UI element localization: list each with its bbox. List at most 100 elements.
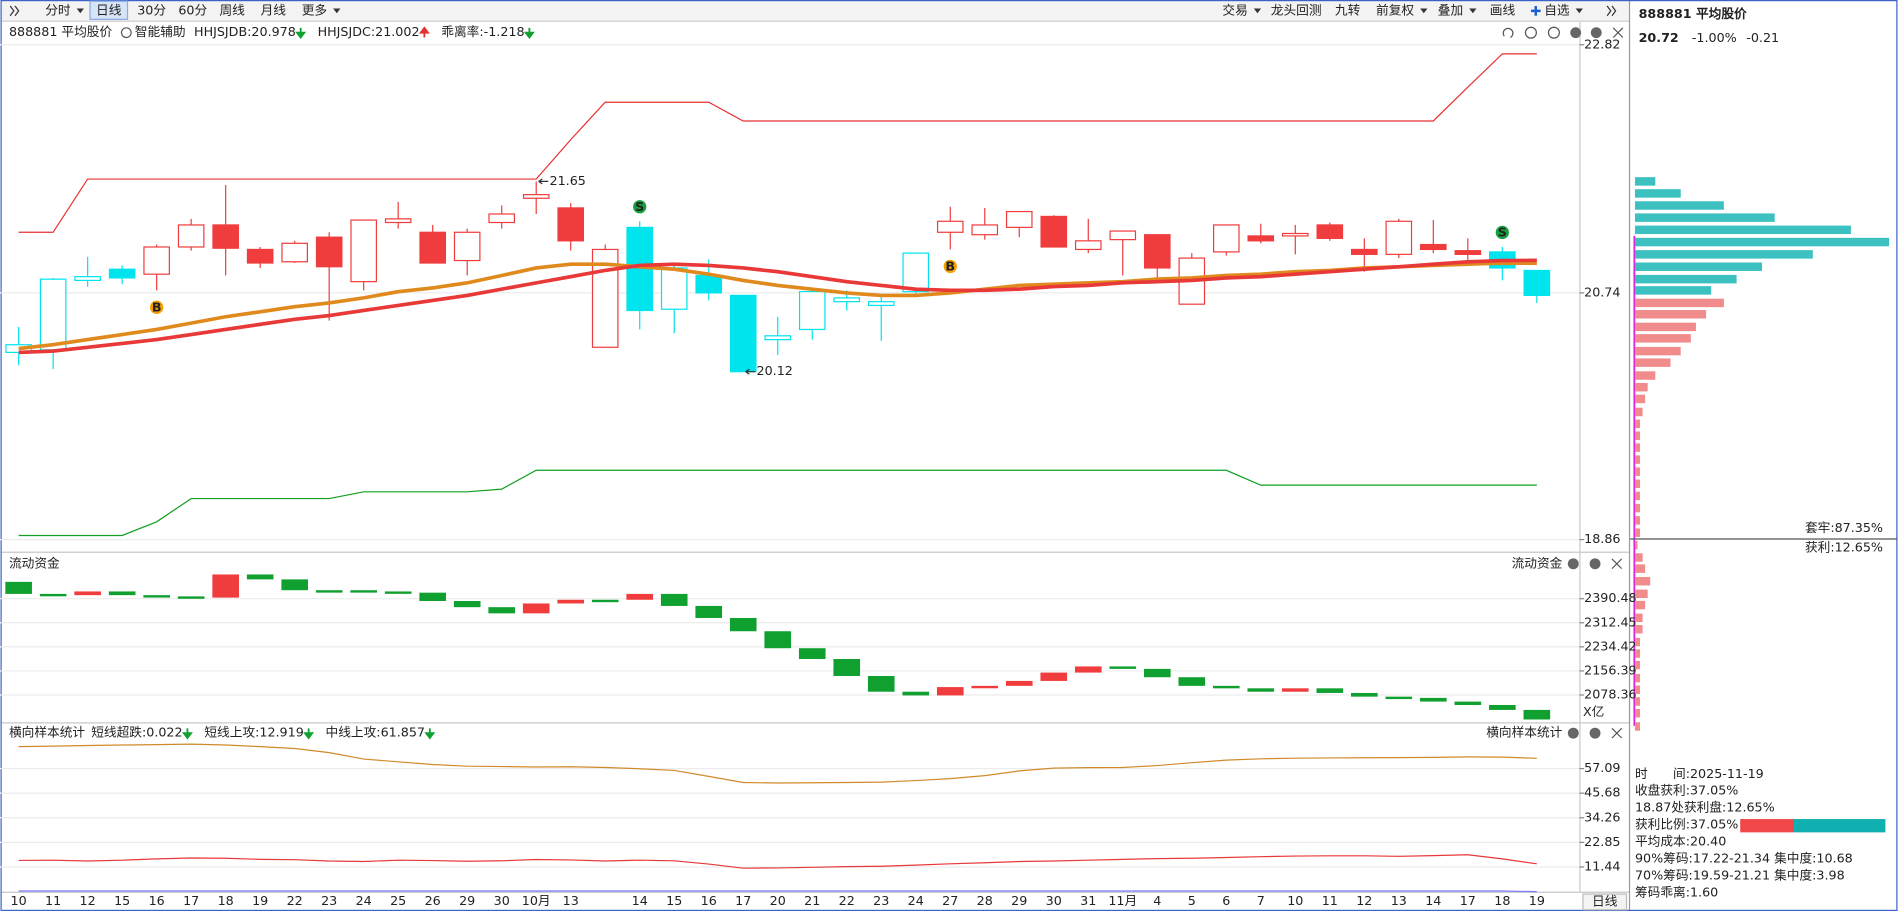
close-icon[interactable] bbox=[1611, 558, 1623, 570]
close-icon[interactable] bbox=[1611, 727, 1623, 739]
chip-bar bbox=[1634, 697, 1641, 706]
flow-box bbox=[108, 591, 136, 596]
pane-title: 流动资金 bbox=[9, 555, 60, 570]
refresh-icon[interactable] bbox=[1502, 27, 1514, 39]
legend-entry: 短线上攻:12.919 bbox=[204, 725, 303, 740]
candle-body bbox=[833, 297, 861, 303]
x-tick-label: 17 bbox=[1460, 893, 1476, 908]
axis-unit: X亿 bbox=[1583, 704, 1604, 719]
candle-body bbox=[522, 194, 550, 199]
chip-bar bbox=[1634, 516, 1641, 525]
active-tab bbox=[89, 0, 129, 20]
flow-box bbox=[1143, 668, 1171, 678]
toolbar-button[interactable]: 更多 bbox=[302, 2, 327, 17]
chip-stat: 70%筹码:19.59-21.21 集中度:3.98 bbox=[1635, 867, 1845, 882]
trend-arrow bbox=[181, 728, 193, 740]
x-tick-label: 7 bbox=[1257, 893, 1265, 908]
y-tick-label: 22.82 bbox=[1584, 36, 1620, 51]
candle-body bbox=[315, 236, 343, 268]
chip-bar bbox=[1634, 613, 1643, 623]
x-tick-label: 25 bbox=[390, 893, 406, 908]
flow-box bbox=[660, 593, 688, 606]
chip-bar bbox=[1634, 479, 1641, 488]
change-pct: -1.00% bbox=[1692, 30, 1737, 45]
x-tick-label: 10 bbox=[11, 893, 27, 908]
x-tick-label: 24 bbox=[356, 893, 372, 908]
chip-bar bbox=[1634, 660, 1641, 670]
toolbar-button[interactable]: 自选 bbox=[1544, 2, 1570, 17]
sample-line bbox=[18, 890, 1537, 893]
toolbar-button[interactable]: 叠加 bbox=[1438, 2, 1463, 17]
y-tick-label: 2234.42 bbox=[1584, 638, 1636, 653]
toolbar-button[interactable]: 日线 bbox=[96, 2, 122, 17]
candle-body bbox=[246, 248, 274, 264]
dropdown-arrow bbox=[1253, 8, 1262, 14]
chip-bar bbox=[1634, 394, 1646, 404]
toolbar-button[interactable]: 30分 bbox=[137, 2, 166, 17]
toolbar-button[interactable]: 九转 bbox=[1335, 2, 1361, 17]
pane-title: 横向样本统计 bbox=[1486, 725, 1562, 740]
toolbar-button[interactable]: 月线 bbox=[261, 2, 287, 17]
assist-icon[interactable] bbox=[120, 27, 132, 39]
legend-entry: 中线上攻:61.857 bbox=[326, 725, 425, 740]
x-tick-label: 22 bbox=[839, 893, 855, 908]
candle-body bbox=[350, 219, 377, 283]
toolbar-button[interactable]: 龙头回测 bbox=[1271, 2, 1322, 17]
help-icon[interactable] bbox=[1589, 558, 1601, 570]
sample-line bbox=[18, 743, 1537, 784]
candle-body bbox=[1523, 269, 1551, 296]
period-label[interactable]: 日线 bbox=[1592, 893, 1618, 908]
flow-box bbox=[902, 691, 930, 696]
chip-bar bbox=[1634, 589, 1648, 599]
assist-toggle[interactable]: 智能辅助 bbox=[135, 24, 186, 39]
y-tick-label: 22.85 bbox=[1584, 834, 1620, 849]
flow-box bbox=[1523, 709, 1551, 720]
flow-box bbox=[246, 574, 274, 580]
toolbar-button[interactable]: 周线 bbox=[219, 2, 245, 17]
y-tick-label: 2390.48 bbox=[1584, 590, 1636, 605]
help-icon[interactable] bbox=[1590, 27, 1602, 39]
chip-bar bbox=[1634, 189, 1681, 198]
close-icon[interactable] bbox=[1612, 27, 1624, 38]
flow-box bbox=[1005, 680, 1033, 686]
toolbar-button[interactable]: 前复权 bbox=[1376, 2, 1414, 17]
signal-label: B bbox=[152, 299, 162, 314]
trend-arrow bbox=[295, 27, 307, 40]
zoom-in-icon[interactable] bbox=[1524, 26, 1537, 39]
chip-bar bbox=[1634, 346, 1681, 356]
last-price: 20.72 bbox=[1639, 30, 1679, 45]
flow-box bbox=[419, 592, 447, 602]
x-tick-label: 23 bbox=[873, 893, 889, 908]
toolbar-button[interactable]: 画线 bbox=[1490, 2, 1516, 17]
settings-icon[interactable] bbox=[1570, 27, 1582, 39]
flow-box bbox=[798, 648, 826, 660]
toolbar-button[interactable]: 分时 bbox=[45, 2, 71, 17]
candle-body bbox=[1316, 224, 1344, 239]
collapse-icon[interactable] bbox=[9, 5, 20, 17]
zoom-out-icon[interactable] bbox=[1547, 26, 1560, 39]
change: -0.21 bbox=[1746, 30, 1779, 45]
chip-bar bbox=[1634, 708, 1641, 718]
candle-body bbox=[557, 207, 585, 242]
expand-icon[interactable] bbox=[1606, 5, 1617, 17]
profit-bar bbox=[1740, 819, 1795, 833]
chip-bar bbox=[1634, 649, 1641, 658]
flow-box bbox=[1212, 685, 1240, 689]
x-tick-label: 29 bbox=[459, 893, 475, 908]
chip-stat: 筹码乖离:1.60 bbox=[1635, 884, 1718, 899]
toolbar-button[interactable]: 交易 bbox=[1222, 2, 1247, 17]
settings-icon[interactable] bbox=[1567, 558, 1579, 570]
x-tick-label: 16 bbox=[701, 893, 717, 908]
chip-bar bbox=[1634, 310, 1707, 319]
indicator-line bbox=[18, 258, 1537, 355]
signal-label: S bbox=[1498, 225, 1507, 240]
x-tick-label: 30 bbox=[494, 893, 510, 908]
toolbar-button[interactable]: 60分 bbox=[178, 2, 207, 17]
flow-box bbox=[936, 687, 964, 696]
settings-icon[interactable] bbox=[1567, 727, 1579, 739]
chip-bar bbox=[1634, 382, 1648, 392]
candle-body bbox=[764, 335, 792, 341]
profit-bar-rest bbox=[1794, 819, 1886, 833]
help-icon[interactable] bbox=[1589, 727, 1601, 739]
